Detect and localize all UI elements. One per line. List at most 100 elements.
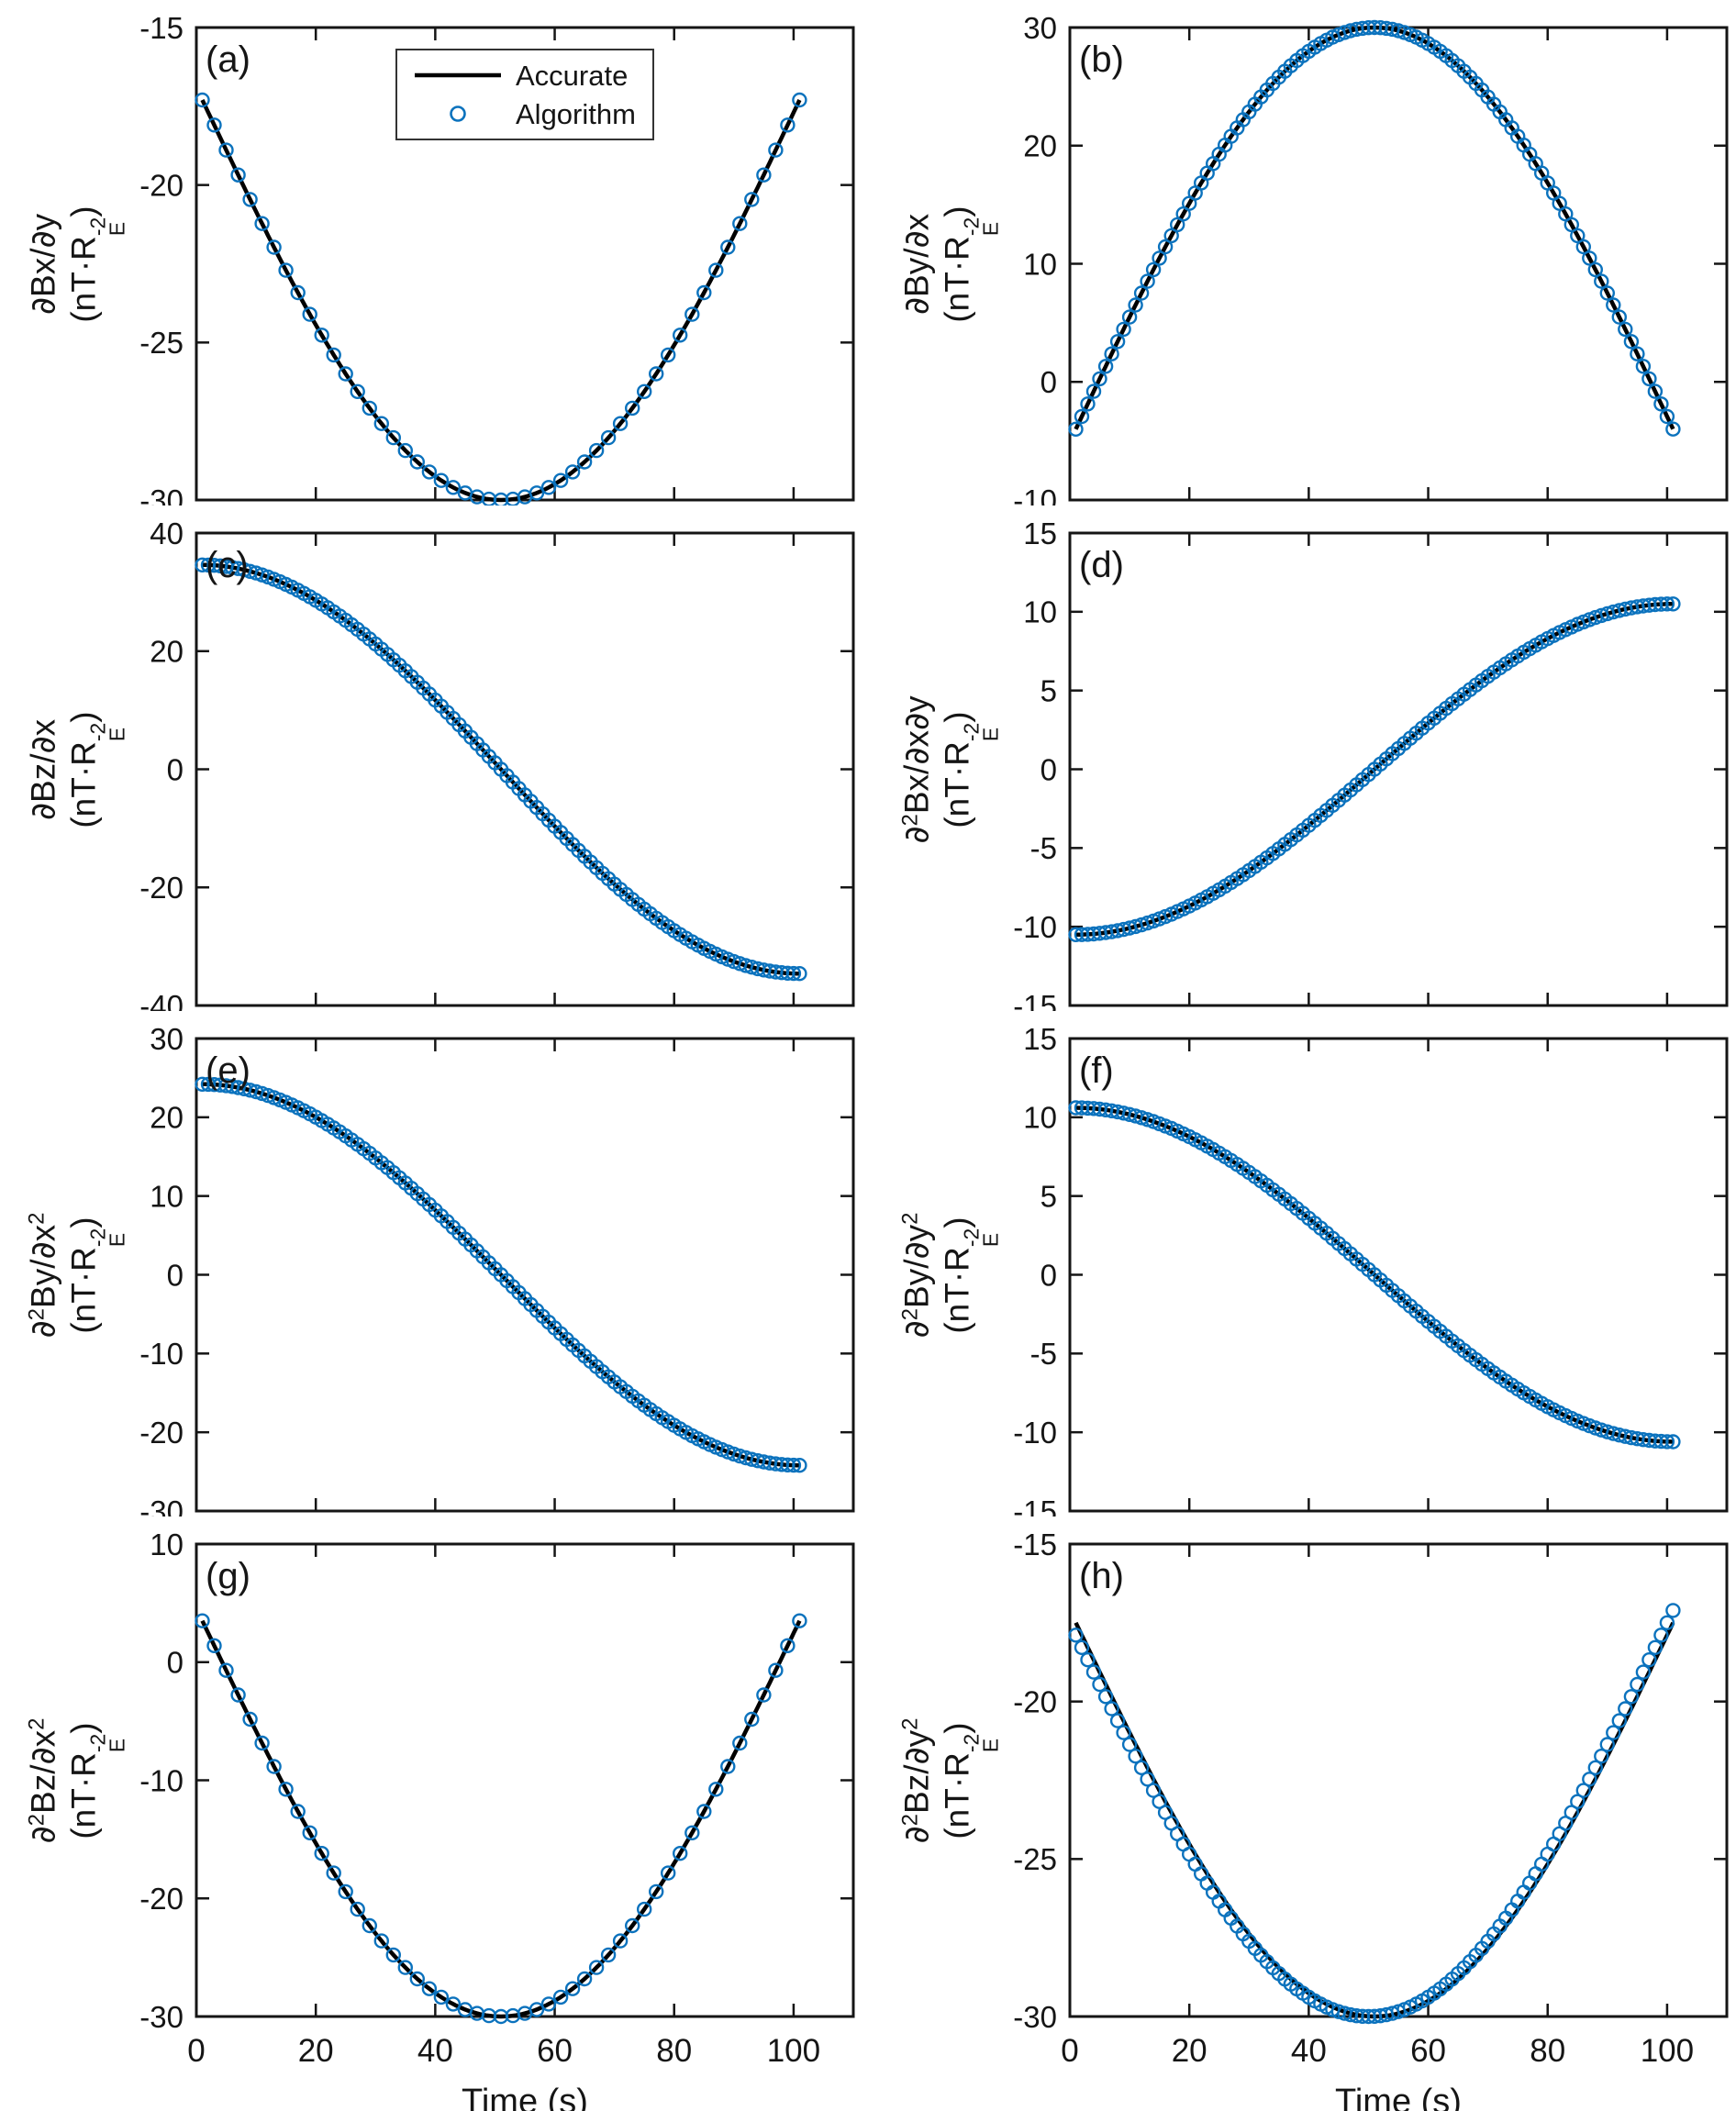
- algorithm-marker: [661, 1865, 676, 1881]
- panel-letter: (d): [1079, 545, 1124, 585]
- algorithm-marker: [397, 442, 413, 459]
- algorithm-marker: [278, 262, 294, 278]
- algorithm-marker: [1653, 1628, 1669, 1643]
- algorithm-marker: [1647, 1639, 1664, 1656]
- panel-b: 30 20 10 0 -10 (b) ∂By/∂x (nT·R -2 E): [868, 0, 1736, 506]
- algorithm-markers: [1068, 1100, 1681, 1450]
- partial-symbol: ∂: [896, 747, 937, 765]
- panel-d: 15 10 5 0 -5 -10 -15 (d) ∂2Bx/∂x∂y (nT·R -2 E): [868, 506, 1736, 1011]
- algorithm-markers: [195, 1076, 807, 1473]
- algorithm-marker: [218, 1662, 234, 1678]
- y-label-unit: (nT·R -2 E): [64, 1216, 129, 1334]
- y-tick-label: -30: [139, 2000, 184, 2034]
- partial-symbol: ∂: [23, 1319, 63, 1338]
- algorithm-marker: [1128, 1749, 1143, 1764]
- x-tick-label: 80: [1530, 2033, 1565, 2069]
- y-label-unit: (nT·R -2 E): [938, 1216, 1003, 1334]
- algorithm-marker: [1140, 273, 1155, 289]
- algorithm-marker: [780, 1638, 796, 1654]
- x-tick-label: 20: [298, 2033, 334, 2069]
- algorithm-marker: [385, 429, 401, 446]
- y-tick-label: 30: [150, 1022, 184, 1056]
- algorithm-marker: [1623, 334, 1640, 350]
- panel-row-1: -15 -20 -25 -30 (a) Accurate Algorithm ∂Bx/∂y (n…: [0, 0, 1736, 506]
- algorithm-marker: [1623, 1689, 1640, 1705]
- y-label-unit: (nT·R -2 E): [938, 205, 1003, 323]
- algorithm-marker: [600, 1947, 617, 1963]
- algorithm-marker: [576, 454, 593, 470]
- algorithm-marker: [756, 167, 772, 183]
- algorithm-marker: [1665, 596, 1681, 612]
- algorithm-marker: [612, 1933, 629, 1949]
- algorithm-marker: [1104, 346, 1119, 361]
- y-tick-label: -20: [139, 1882, 184, 1916]
- x-tick-label: 20: [1172, 2033, 1207, 2069]
- algorithm-marker: [1587, 261, 1603, 278]
- x-tick-label: 40: [1291, 2033, 1327, 2069]
- algorithm-marker: [564, 1981, 581, 1996]
- axes-box: [1068, 26, 1729, 502]
- y-tick-label: -10: [1013, 1416, 1057, 1450]
- algorithm-marker: [433, 472, 450, 488]
- algorithm-marker: [673, 1846, 688, 1861]
- algorithm-marker: [362, 1917, 377, 1934]
- algorithm-marker: [218, 142, 234, 158]
- algorithm-marker: [792, 92, 807, 108]
- algorithm-marker: [290, 1804, 306, 1819]
- algorithm-marker: [362, 400, 377, 417]
- algorithm-markers: [195, 1613, 807, 2025]
- algorithm-marker: [1630, 346, 1645, 361]
- y-label-quantity: ∂Bz/∂x: [23, 718, 63, 820]
- algorithm-marker: [792, 966, 807, 982]
- algorithm-marker: [637, 1901, 652, 1917]
- plot-c: 40 20 0 -20 -40 (c): [139, 517, 855, 1011]
- algorithm-marker: [195, 92, 210, 108]
- algorithm-marker: [385, 1947, 401, 1963]
- y-label-quantity: ∂2Bz/∂y2: [896, 1717, 937, 1843]
- y-label-quantity: ∂2Bz/∂x2: [23, 1717, 63, 1843]
- y-tick-label: -15: [139, 11, 184, 45]
- accurate-line: [1074, 25, 1675, 430]
- panel-letter: (c): [206, 545, 249, 585]
- algorithm-marker: [373, 1933, 389, 1949]
- partial-symbol: ∂: [896, 1240, 937, 1260]
- y-label-unit: (nT·R -2 E): [64, 710, 129, 828]
- y-tick-label: 40: [150, 517, 184, 550]
- algorithm-marker: [314, 1846, 329, 1861]
- y-tick-label: -5: [1030, 831, 1057, 865]
- y-tick-label: -30: [139, 1494, 184, 1517]
- y-tick-label: -10: [139, 1763, 184, 1797]
- unit-sub-sup-stack: -2 E: [959, 722, 1003, 741]
- algorithm-marker: [397, 1960, 413, 1975]
- y-tick-label: 10: [1023, 247, 1057, 281]
- algorithm-marker: [1647, 383, 1664, 399]
- unit-sub-sup-stack: -2 E: [85, 217, 129, 236]
- y-tick-label: 15: [1023, 517, 1057, 550]
- algorithm-marker: [373, 416, 389, 431]
- algorithm-marker: [1635, 359, 1652, 374]
- algorithm-marker: [1068, 1628, 1084, 1643]
- algorithm-marker: [1582, 250, 1597, 266]
- algorithm-marker: [720, 1759, 736, 1774]
- algorithm-marker: [1575, 1783, 1591, 1798]
- partial-symbol: ∂: [23, 229, 63, 249]
- y-tick-label: 15: [1023, 1022, 1057, 1056]
- algorithm-marker: [744, 1711, 760, 1728]
- algorithm-marker: [1594, 1749, 1609, 1764]
- algorithm-marker: [302, 306, 317, 322]
- algorithm-marker: [254, 216, 270, 231]
- algorithm-marker: [552, 1989, 569, 2005]
- x-tick-label: 0: [1061, 2033, 1078, 2069]
- partial-symbol: ∂: [23, 1240, 63, 1260]
- algorithm-marker: [1116, 1725, 1131, 1740]
- algorithm-marker: [1653, 396, 1669, 412]
- y-tick-label: 10: [1023, 595, 1057, 629]
- partial-symbol: ∂: [896, 1319, 937, 1338]
- algorithm-marker: [708, 1782, 724, 1797]
- y-tick-label: -30: [139, 483, 184, 506]
- algorithm-marker: [732, 1735, 748, 1751]
- algorithm-marker: [564, 464, 581, 480]
- algorithm-marker: [1599, 285, 1615, 301]
- y-tick-label: 5: [1040, 674, 1057, 708]
